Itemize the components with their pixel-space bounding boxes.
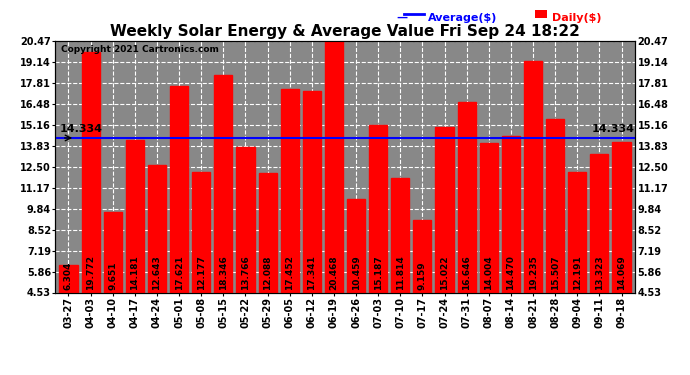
Bar	[237, 147, 255, 292]
Text: 13.766: 13.766	[241, 255, 250, 290]
Text: 15.022: 15.022	[440, 256, 449, 290]
Text: 20.468: 20.468	[329, 255, 338, 290]
Text: 6.304: 6.304	[64, 262, 73, 290]
Bar	[613, 142, 631, 292]
Bar	[546, 120, 564, 292]
Text: 17.452: 17.452	[285, 255, 294, 290]
Bar	[435, 127, 453, 292]
Bar	[259, 173, 277, 292]
Text: 13.323: 13.323	[595, 255, 604, 290]
Text: 14.334: 14.334	[59, 124, 103, 134]
Text: 9.159: 9.159	[418, 261, 427, 290]
Bar	[502, 136, 520, 292]
Bar	[591, 154, 609, 292]
Bar	[59, 264, 77, 292]
Text: 12.643: 12.643	[152, 255, 161, 290]
Text: 15.507: 15.507	[551, 255, 560, 290]
Bar	[126, 140, 144, 292]
Text: 12.191: 12.191	[573, 255, 582, 290]
Bar	[170, 86, 188, 292]
Bar	[303, 91, 321, 292]
Text: Daily($): Daily($)	[552, 13, 602, 23]
Text: 9.651: 9.651	[108, 262, 117, 290]
Text: 16.646: 16.646	[462, 255, 471, 290]
Bar	[347, 199, 365, 292]
Bar	[192, 172, 210, 292]
Text: 14.004: 14.004	[484, 255, 493, 290]
Bar	[148, 165, 166, 292]
Text: 11.814: 11.814	[396, 255, 405, 290]
Text: 12.088: 12.088	[263, 256, 272, 290]
Bar	[413, 219, 431, 292]
Text: 19.235: 19.235	[529, 255, 538, 290]
Text: 18.346: 18.346	[219, 255, 228, 290]
Text: 14.470: 14.470	[506, 255, 515, 290]
Text: —: —	[396, 13, 407, 23]
Text: 14.181: 14.181	[130, 255, 139, 290]
Text: 12.177: 12.177	[197, 255, 206, 290]
Text: 19.772: 19.772	[86, 255, 95, 290]
Bar	[480, 143, 498, 292]
Bar	[215, 75, 233, 292]
Bar	[104, 212, 122, 292]
Bar	[535, 10, 547, 18]
Text: 14.334: 14.334	[592, 124, 635, 134]
Text: Average($): Average($)	[428, 13, 497, 23]
Bar	[457, 102, 475, 292]
Bar	[281, 89, 299, 292]
Text: 15.187: 15.187	[374, 255, 383, 290]
Bar	[391, 178, 409, 292]
Text: 14.069: 14.069	[617, 255, 626, 290]
Bar	[568, 172, 586, 292]
Title: Weekly Solar Energy & Average Value Fri Sep 24 18:22: Weekly Solar Energy & Average Value Fri …	[110, 24, 580, 39]
Bar	[524, 61, 542, 292]
Bar	[81, 52, 99, 292]
Text: 17.621: 17.621	[175, 255, 184, 290]
Text: 10.459: 10.459	[352, 255, 361, 290]
Text: Copyright 2021 Cartronics.com: Copyright 2021 Cartronics.com	[61, 45, 219, 54]
Text: 17.341: 17.341	[307, 255, 316, 290]
Bar	[325, 41, 343, 292]
Bar	[369, 124, 387, 292]
